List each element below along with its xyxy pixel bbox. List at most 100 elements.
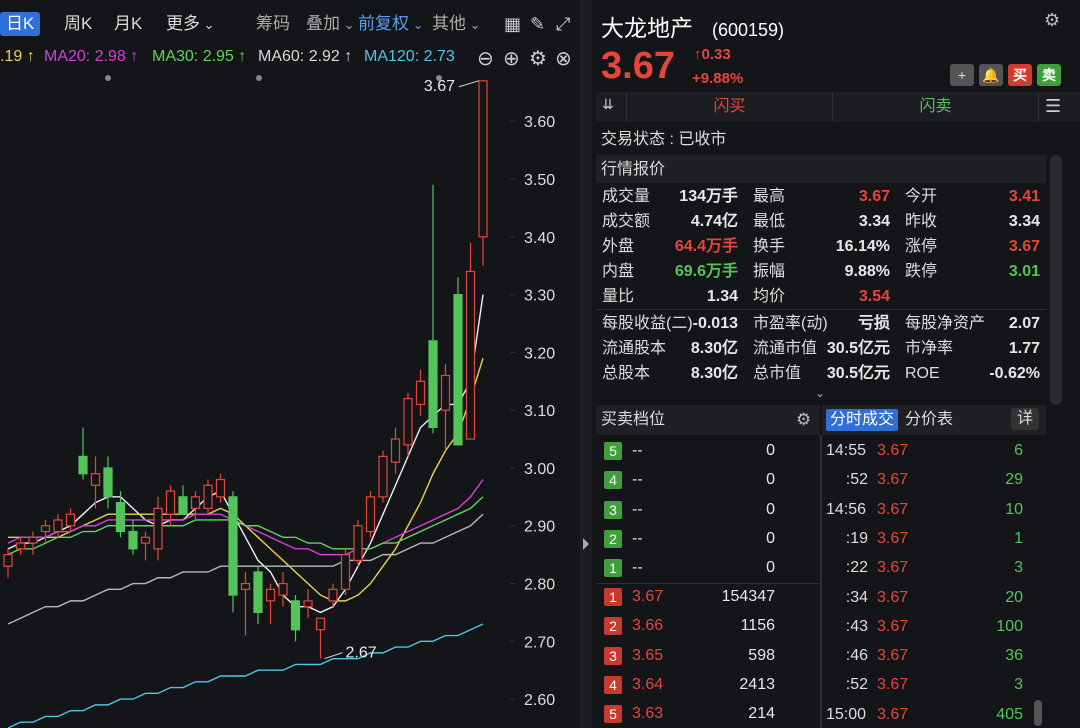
change-pct: +9.88% xyxy=(692,70,744,87)
expand-caret[interactable]: ⌄ xyxy=(815,386,826,400)
period-tab[interactable]: 更多 ⌄ xyxy=(166,14,215,33)
tool-icon[interactable]: ⤢ xyxy=(556,14,571,34)
quote-value: 3.67 xyxy=(858,188,890,205)
candle-body xyxy=(53,519,63,533)
level-volume: 0 xyxy=(766,500,775,518)
fin-label: 总股本 xyxy=(602,365,651,382)
level-price: 3.63 xyxy=(632,705,664,723)
annotation-arrow xyxy=(324,652,343,660)
flash-buy[interactable]: 闪买 xyxy=(626,93,833,121)
candle-body xyxy=(440,374,451,411)
tool-icon[interactable]: ✎ xyxy=(530,14,546,34)
trade-volume: 6 xyxy=(1014,442,1023,459)
candle-body xyxy=(128,530,138,550)
trade-time: :46 xyxy=(845,647,868,665)
quote-label: 跌停 xyxy=(905,263,938,280)
level-badge: 5 xyxy=(604,705,622,724)
menu-icon[interactable]: ☰ xyxy=(1045,96,1062,116)
period-tab[interactable]: 月K xyxy=(114,14,143,33)
candle-body xyxy=(165,490,176,515)
scrollbar xyxy=(1050,155,1062,405)
menu-toggle[interactable]: ⇊ xyxy=(602,96,614,112)
quote-value: 16.14% xyxy=(835,238,890,255)
quote-value: 3.34 xyxy=(858,213,890,230)
settings-icon[interactable]: ⚙ xyxy=(1044,10,1061,30)
ma-legend: MA60: 2.92 ↑ xyxy=(258,48,353,65)
period-tab[interactable]: 周K xyxy=(64,14,93,33)
quote-value: 3.34 xyxy=(1008,213,1040,230)
ma-legend: MA30: 2.95 ↑ xyxy=(152,48,247,65)
level-price: -- xyxy=(632,500,643,518)
candle-body xyxy=(215,478,226,498)
candle-body xyxy=(365,496,376,533)
level-volume: 1156 xyxy=(740,617,775,635)
legend-icon[interactable]: ⚙ xyxy=(529,48,547,70)
candle-body xyxy=(78,455,88,475)
candle-body xyxy=(453,293,463,446)
candle-body xyxy=(28,536,38,544)
trade-volume: 20 xyxy=(1005,588,1023,606)
candle-body xyxy=(253,571,263,614)
ma-line xyxy=(7,623,484,728)
quote-value: 134万手 xyxy=(679,188,738,205)
candle-body xyxy=(15,542,26,550)
trade-price: 3.67 xyxy=(877,676,909,694)
collapse-arrow[interactable] xyxy=(583,538,589,550)
legend-icon[interactable]: ⊗ xyxy=(555,48,572,70)
book-settings[interactable]: ⚙ xyxy=(796,410,812,429)
flash-bar xyxy=(596,92,1080,122)
price: 3.67 xyxy=(601,45,675,87)
tool-button[interactable]: 其他 ⌄ xyxy=(432,14,481,33)
quote-label: 成交额 xyxy=(602,213,651,230)
quote-label: 振幅 xyxy=(753,263,786,280)
legend-icon[interactable]: ⊕ xyxy=(503,48,520,70)
quote-label: 最低 xyxy=(753,213,786,230)
tool-button[interactable]: 前复权 ⌄ xyxy=(358,14,424,33)
flash-sell[interactable]: 闪卖 xyxy=(833,93,1039,121)
quote-label: 最高 xyxy=(753,188,786,205)
y-tick-label: 3.40 xyxy=(524,230,555,247)
trade-tab[interactable]: 分价表 xyxy=(905,411,954,428)
candle-body xyxy=(315,617,326,631)
trade-status: 交易状态 : 已收市 xyxy=(601,131,727,148)
divider xyxy=(580,0,592,728)
trade-price: 3.67 xyxy=(877,617,909,635)
icon-button[interactable]: 🔔 xyxy=(979,64,1003,86)
candle-body xyxy=(40,525,51,533)
candle-body xyxy=(140,536,151,544)
trade-tab[interactable]: 分时成交 xyxy=(826,409,899,431)
trade-time: 14:55 xyxy=(826,442,867,459)
candle-body xyxy=(203,484,213,510)
fin-label: 市盈率(动) xyxy=(753,315,828,332)
legend-icon[interactable]: ⊖ xyxy=(477,48,494,70)
candle-body xyxy=(115,502,126,533)
book-title: 买卖档位 xyxy=(601,411,666,428)
y-tick-label: 3.60 xyxy=(524,114,555,131)
icon-button[interactable]: + xyxy=(950,64,974,86)
y-tick-label: 2.70 xyxy=(524,634,555,651)
level-volume: 0 xyxy=(766,471,775,489)
candle-body xyxy=(428,340,438,429)
level-volume: 0 xyxy=(766,442,775,459)
tool-button[interactable]: 叠加 ⌄ xyxy=(306,14,355,33)
trade-volume: 29 xyxy=(1005,471,1023,489)
candle-body xyxy=(3,554,13,567)
quote-value: 3.41 xyxy=(1008,188,1040,205)
fin-value: 30.5亿元 xyxy=(826,365,890,382)
tool-icon[interactable]: ▦ xyxy=(504,14,522,34)
trade-tab[interactable]: 详 xyxy=(1011,408,1040,430)
tool-button[interactable]: 筹码 xyxy=(256,14,290,33)
level-volume: 214 xyxy=(748,705,775,723)
trade-volume: 1 xyxy=(1014,529,1023,547)
period-tab[interactable]: 日K xyxy=(0,12,41,36)
buy-button[interactable]: 买 xyxy=(1008,64,1032,86)
sell-button[interactable]: 卖 xyxy=(1037,64,1061,86)
ma-legend: MA120: 2.73 xyxy=(364,48,455,65)
quote-value: 69.6万手 xyxy=(674,263,738,280)
separator xyxy=(596,309,1046,310)
level-badge: 2 xyxy=(604,529,622,548)
y-tick-label: 2.60 xyxy=(524,692,555,709)
candle-body xyxy=(240,582,251,590)
level-price: -- xyxy=(632,442,643,459)
dropdown-caret: ⌄ xyxy=(409,17,424,32)
